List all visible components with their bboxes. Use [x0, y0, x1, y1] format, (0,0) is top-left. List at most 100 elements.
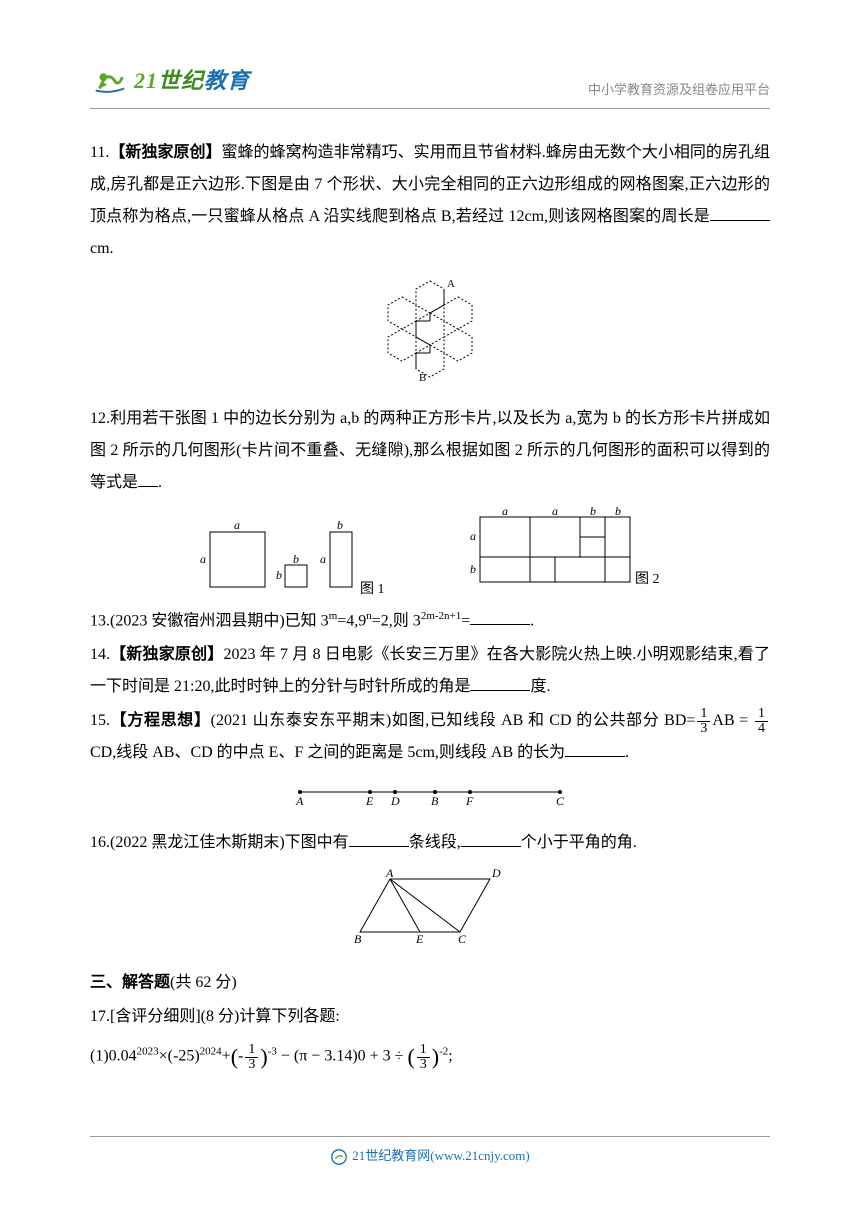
fig2-label: 图 2	[635, 572, 660, 587]
logo: 21世纪教育	[90, 60, 250, 98]
q15-tag: 【方程思想】	[110, 712, 211, 729]
question-17-sub1: (1)0.042023×(-25)2024+(-13)-3 − (π − 3.1…	[90, 1035, 770, 1079]
logo-edu: 教育	[204, 68, 250, 93]
q13-t3: =2,则 3	[372, 612, 421, 629]
q17s1-d: − (π − 3.14)0 + 3 ÷	[277, 1048, 408, 1065]
q13-combo: 2m-2n+1	[421, 610, 461, 622]
q14-blank	[470, 673, 530, 691]
q12-figure-row: a a b b b a 图 1 a a b	[90, 507, 770, 597]
fig1-b3: b	[337, 518, 343, 532]
q17s1-frac1: 13	[245, 1043, 258, 1072]
pt-c: C	[556, 794, 565, 807]
q17-text: 计算下列各题:	[239, 1008, 339, 1025]
q14-tag: 【新独家原创】	[110, 646, 223, 663]
fig1-a2: a	[200, 552, 206, 566]
q17s1-b: ×(-25)	[159, 1048, 200, 1065]
fig1-a3: a	[320, 552, 326, 566]
question-11: 11.【新独家原创】蜜蜂的蜂窝构造非常精巧、实用而且节省材料.蜂房由无数个大小相…	[90, 137, 770, 265]
q11-label-a: A	[447, 278, 455, 290]
q12-blank	[138, 469, 158, 487]
q17s1-e: ;	[448, 1048, 452, 1065]
q15-period: .	[625, 744, 629, 761]
q13-t4: =	[461, 612, 470, 629]
q12-period: .	[158, 474, 162, 491]
pt-f: F	[465, 794, 474, 807]
fig1-b1: b	[293, 552, 299, 566]
parallelogram-icon: A D B E C	[340, 867, 520, 947]
fig1-label: 图 1	[360, 582, 385, 597]
fig1-a1: a	[234, 518, 240, 532]
q13-period: .	[530, 612, 534, 629]
frac-den: 3	[697, 722, 710, 736]
q12-fig1: a a b b b a 图 1	[200, 517, 420, 597]
q15-source: (2021 山东泰安东平期末)	[211, 712, 392, 729]
section-3-heading: 三、解答题(共 62 分)	[90, 967, 770, 999]
fig2-b3: b	[470, 562, 476, 576]
q16-blank1	[349, 829, 409, 847]
page-header: 21世纪教育 中小学教育资源及组卷应用平台	[90, 60, 770, 98]
q12-text: 利用若干张图 1 中的边长分别为 a,b 的两种正方形卡片,以及长为 a,宽为 …	[90, 410, 770, 491]
fig2-b1: b	[590, 507, 596, 518]
q11-tag: 【新独家原创】	[109, 144, 221, 161]
pt-b: B	[354, 932, 362, 946]
frac-den: 4	[755, 722, 768, 736]
fig2-b2: b	[615, 507, 621, 518]
q13-prefix: 13.	[90, 612, 110, 629]
logo-century: 世纪	[158, 68, 204, 93]
q13-blank	[470, 607, 530, 625]
q11-blank	[710, 203, 770, 221]
hexagon-grid-icon: A B	[365, 273, 495, 383]
pt-a: A	[295, 794, 304, 807]
q13-m: m	[329, 610, 338, 622]
question-13: 13.(2023 安徽宿州泗县期中)已知 3m=4,9n=2,则 32m-2n+…	[90, 605, 770, 637]
q16-t1: 下图中有	[285, 834, 349, 851]
question-14: 14.【新独家原创】2023 年 7 月 8 日电影《长安三万里》在各大影院火热…	[90, 639, 770, 703]
q13-t1: 已知 3	[285, 612, 329, 629]
content-body: 11.【新独家原创】蜜蜂的蜂窝构造非常精巧、实用而且节省材料.蜂房由无数个大小相…	[90, 137, 770, 1079]
pt-d: D	[390, 794, 400, 807]
q15-t1: 如图,已知线段 AB 和 CD 的公共部分 BD=	[391, 712, 695, 729]
q16-t3: 个小于平角的角.	[521, 834, 637, 851]
q13-source: (2023 安徽宿州泗县期中)	[110, 612, 285, 629]
q15-frac2: 14	[755, 707, 768, 736]
q15-blank	[565, 739, 625, 757]
page-footer: 21世纪教育网(www.21cnjy.com)	[90, 1136, 770, 1166]
question-15: 15.【方程思想】(2021 山东泰安东平期末)如图,已知线段 AB 和 CD …	[90, 705, 770, 769]
q17-points: (8 分)	[201, 1008, 240, 1025]
q15-t3: CD,线段 AB、CD 的中点 E、F 之间的距离是 5cm,则线段 AB 的长…	[90, 744, 565, 761]
header-subtitle: 中小学教育资源及组卷应用平台	[588, 79, 770, 98]
q11-figure: A B	[90, 273, 770, 395]
fig1-b2: b	[276, 568, 282, 582]
q16-blank2	[461, 829, 521, 847]
pt-e: E	[415, 932, 424, 946]
footer-text: 21世纪教育网(www.21cnjy.com)	[352, 1148, 529, 1163]
fig2-a2: a	[552, 507, 558, 518]
logo-21: 21	[134, 68, 158, 93]
pt-e: E	[365, 794, 374, 807]
logo-text: 21世纪教育	[134, 63, 250, 95]
q17-prefix: 17.	[90, 1008, 110, 1025]
q17s1-e1: 2023	[137, 1046, 159, 1058]
pt-d: D	[491, 867, 501, 880]
q17s1-e3: -3	[268, 1046, 277, 1058]
q17s1-c: +	[222, 1048, 231, 1065]
q16-figure: A D B E C	[90, 867, 770, 959]
q17s1-e2: 2024	[200, 1046, 222, 1058]
fig2-a1: a	[502, 507, 508, 518]
pt-a: A	[385, 867, 394, 880]
neg: -	[238, 1048, 243, 1065]
frac-num: 1	[245, 1043, 258, 1058]
q15-t2: AB =	[712, 712, 753, 729]
frac-num: 1	[755, 707, 768, 722]
q11-unit: cm.	[90, 240, 114, 257]
header-divider	[90, 108, 770, 109]
pt-b: B	[431, 794, 439, 807]
question-12: 12.利用若干张图 1 中的边长分别为 a,b 的两种正方形卡片,以及长为 a,…	[90, 403, 770, 499]
rparen: )	[260, 1044, 267, 1069]
footer-logo-icon	[330, 1148, 348, 1166]
fig2-a3: a	[470, 529, 476, 543]
frac-num: 1	[697, 707, 710, 722]
q13-t2: =4,9	[337, 612, 366, 629]
frac-num: 1	[417, 1043, 430, 1058]
q12-fig2: a a b b a b 图 2	[460, 507, 660, 597]
